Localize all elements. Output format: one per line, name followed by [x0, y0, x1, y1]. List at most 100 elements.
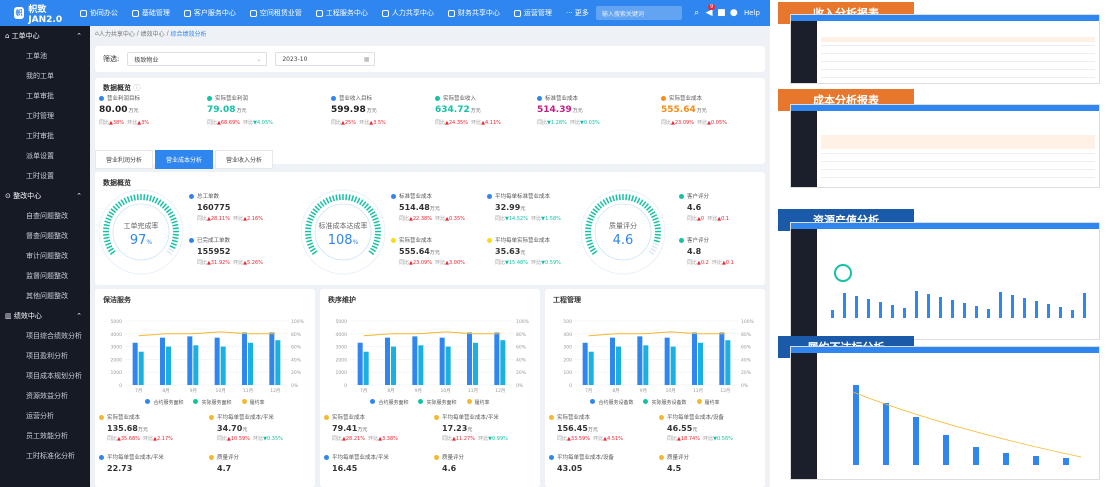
- nav-item-more[interactable]: ··· 更多: [565, 9, 589, 17]
- chevron-up-icon: ⌃: [76, 192, 82, 200]
- bar-actual: [616, 346, 621, 385]
- thumb-revenue-report[interactable]: [790, 14, 1100, 84]
- nav-item-ops[interactable]: 运营管理: [507, 8, 559, 18]
- sidebar-item[interactable]: 监督问题整改: [26, 272, 68, 280]
- logo[interactable]: 帜 帜致JAN2.0: [0, 2, 73, 25]
- sidebar-group-performance[interactable]: ▥ 绩效中心 ⌃: [5, 312, 82, 320]
- thumb-cost-report[interactable]: [790, 104, 1100, 188]
- y2-tick-label: 0%: [516, 383, 524, 389]
- y2-tick-label: 80%: [516, 332, 527, 338]
- y-tick-label: 1000: [111, 370, 123, 376]
- gauge-kpi: 已完成工单数 155952 同比▲31.92% 环比▲5.26%: [189, 236, 289, 266]
- thumb-resource-report[interactable]: [790, 222, 1100, 340]
- sidebar-item[interactable]: 项目成本规划分析: [26, 372, 82, 380]
- bar-contract: [664, 337, 670, 385]
- sidebar-item[interactable]: 资源效益分析: [26, 392, 68, 400]
- breadcrumb-item[interactable]: 人力共享中心: [98, 30, 135, 38]
- company-select[interactable]: 极致物业 ⌄: [127, 52, 268, 66]
- sidebar-item[interactable]: 我的工单: [26, 72, 54, 80]
- legend-dot-icon: [487, 193, 492, 199]
- sidebar-item[interactable]: 自查问题整改: [26, 212, 68, 220]
- analysis-tabs: 营业利润分析 营业成本分析 营业收入分析: [95, 150, 275, 169]
- bar-actual: [643, 345, 649, 385]
- bar-actual: [500, 340, 506, 385]
- info-icon[interactable]: ⓘ: [133, 84, 141, 92]
- sidebar-item[interactable]: 审计问题整改: [26, 252, 68, 260]
- x-tick-label: 10月: [666, 388, 676, 394]
- bar-actual: [193, 345, 199, 385]
- y-tick-label: 300: [563, 345, 572, 351]
- x-tick-label: 11月: [243, 388, 253, 394]
- sidebar-group-workorder[interactable]: ⌂ 工单中心 ⌃: [5, 32, 82, 40]
- notification-icon[interactable]: ◀ 9: [705, 4, 716, 18]
- y2-tick-label: 60%: [741, 345, 752, 351]
- sidebar-item[interactable]: 员工效能分析: [26, 432, 68, 440]
- nav-item-finance[interactable]: 财务共享中心: [441, 8, 507, 18]
- thumb-nonconformance-report[interactable]: [790, 346, 1100, 480]
- panel-kpi: 平均每单营业成本/平米 34.70元 同比▲10.59% 环比▼0.35%: [209, 413, 309, 442]
- rectify-icon: ⊙: [5, 192, 14, 200]
- sidebar-item[interactable]: 工时设置: [26, 172, 54, 180]
- customer-icon: [183, 9, 191, 17]
- search-input[interactable]: 输入搜索关键词: [595, 6, 683, 20]
- month-picker[interactable]: 2023-10 ▦: [275, 52, 376, 66]
- nav-item-office[interactable]: 协同办公: [73, 8, 125, 18]
- nav-item-hr[interactable]: 人力共享中心: [375, 8, 441, 18]
- panel-kpi: 平均每单营业成本/设备 43.05: [549, 453, 649, 475]
- filter-bar: 筛选: 极致物业 ⌄ 2023-10 ▦: [95, 46, 765, 72]
- user-avatar-icon[interactable]: ●: [729, 8, 738, 18]
- breadcrumb-item[interactable]: 绩效中心: [140, 30, 165, 38]
- bar-contract: [692, 332, 697, 385]
- top-bar: 帜 帜致JAN2.0 协同办公 基础管理 客户服务中心 空间租赁业管 工程服务中…: [0, 0, 770, 26]
- kpi-card: 标准营业成本 514.39万元 同比▼1.28% 环比▼0.03%: [537, 95, 600, 126]
- sidebar-item[interactable]: 运营分析: [26, 412, 54, 420]
- gauge-kpi: 平均每单实际营业成本 35.63元 同比▼15.48% 环比▼0.59%: [487, 236, 587, 266]
- tab-profit[interactable]: 营业利润分析: [95, 150, 154, 169]
- x-tick-label: 10月: [441, 388, 451, 394]
- x-tick-label: 12月: [270, 388, 280, 394]
- help-link[interactable]: Help: [744, 9, 761, 17]
- tab-revenue[interactable]: 营业收入分析: [215, 150, 274, 169]
- legend-dot-icon: [207, 95, 212, 101]
- cost-overview: 数据概览 工单完成率 97% 标准成本达成率 108% 质量评分 4.6 总工单数…: [95, 172, 765, 285]
- sidebar-item[interactable]: 工时审批: [26, 132, 54, 140]
- y-tick-label: 0: [569, 383, 572, 389]
- nav-item-lease[interactable]: 空间租赁业管: [243, 8, 309, 18]
- sidebar-item[interactable]: 其他问题整改: [26, 292, 68, 300]
- search-icon[interactable]: ⌕: [694, 8, 700, 18]
- bar-contract: [187, 336, 193, 385]
- bar-chart: 5000 100% 4000 80% 3000 60% 2000 40% 1000 20% 0 0% 7…: [111, 319, 305, 394]
- sidebar-item[interactable]: 工单审批: [26, 92, 54, 100]
- tab-cost[interactable]: 营业成本分析: [155, 150, 214, 169]
- chart-legend: 合约服务设备数 实际服务设备数 履约率: [545, 399, 765, 406]
- sidebar-item[interactable]: 督查问题整改: [26, 232, 68, 240]
- y-tick-label: 5000: [336, 319, 348, 325]
- x-tick-label: 10月: [216, 388, 226, 394]
- sidebar-item[interactable]: 项目综合绩效分析: [26, 332, 82, 340]
- x-tick-label: 9月: [640, 388, 647, 394]
- x-tick-label: 7月: [135, 388, 142, 394]
- bar-contract: [242, 332, 247, 385]
- bar-contract: [582, 342, 588, 385]
- bar-chart: 5000 100% 4000 80% 3000 60% 2000 40% 1000 20% 0 0% 7…: [336, 319, 530, 394]
- sidebar-item[interactable]: 工单池: [26, 52, 47, 60]
- kpi-card: 实际营业成本 555.64万元 同比▲23.09% 环比▲0.05%: [661, 95, 727, 126]
- lock-icon[interactable]: ■: [717, 8, 726, 18]
- sidebar-item[interactable]: 工时标准化分析: [26, 452, 75, 460]
- sidebar-item[interactable]: 项目盈利分析: [26, 352, 68, 360]
- bar-actual: [698, 342, 703, 385]
- sidebar-item[interactable]: 派单设置: [26, 152, 54, 160]
- panel-kpi: 平均每单营业成本/平米 17.23元 同比▲11.27% 环比▼0.99%: [434, 413, 534, 442]
- nav-item-customer[interactable]: 客户服务中心: [177, 8, 243, 18]
- panel-kpi: 实际营业成本 156.45万元 同比▲33.59% 环比▲4.51%: [549, 413, 649, 442]
- nav-item-engineering[interactable]: 工程服务中心: [309, 8, 375, 18]
- y-tick-label: 500: [563, 319, 572, 325]
- panel-kpi: 质量评分 4.6: [434, 453, 534, 475]
- app-window: 帜 帜致JAN2.0 协同办公 基础管理 客户服务中心 空间租赁业管 工程服务中…: [0, 0, 770, 487]
- nav-item-base[interactable]: 基础管理: [125, 8, 177, 18]
- legend-dot-icon: [391, 193, 396, 199]
- sidebar-item[interactable]: 工时管理: [26, 112, 54, 120]
- rate-line: [138, 331, 276, 337]
- bar-contract: [637, 336, 643, 385]
- sidebar-group-rectify[interactable]: ⊙ 整改中心 ⌃: [5, 192, 82, 200]
